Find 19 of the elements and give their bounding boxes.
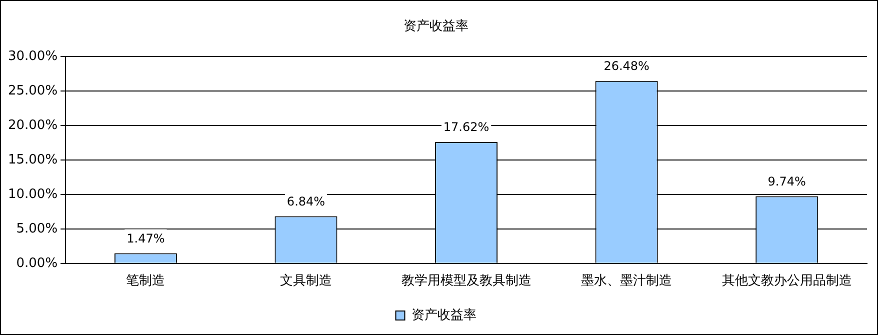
legend-label: 资产收益率: [411, 306, 476, 323]
data-label: 17.62%: [443, 120, 490, 134]
x-tick-label: 文具制造: [280, 274, 332, 289]
data-label: 1.47%: [126, 231, 165, 246]
data-label: 26.48%: [604, 58, 650, 73]
x-tick-label: 其他文教办公用品制造: [722, 274, 852, 289]
y-tick-label: 15.00%: [8, 152, 58, 168]
x-tick-label: 墨水、墨汁制造: [581, 274, 672, 289]
x-tick-label: 教学用模型及教具制造: [401, 274, 532, 289]
data-label: 9.74%: [768, 174, 806, 188]
y-tick-label: 20.00%: [8, 118, 58, 133]
chart-title: 资产收益率: [404, 18, 468, 34]
data-label: 6.84%: [286, 194, 326, 208]
y-tick-label: 5.00%: [16, 221, 58, 236]
y-tick-label: 30.00%: [8, 48, 58, 64]
y-tick-label: 10.00%: [8, 186, 58, 202]
x-tick-label: 笔制造: [126, 274, 166, 289]
y-tick-label: 25.00%: [8, 83, 58, 98]
y-tick-label: 0.00%: [16, 256, 58, 271]
